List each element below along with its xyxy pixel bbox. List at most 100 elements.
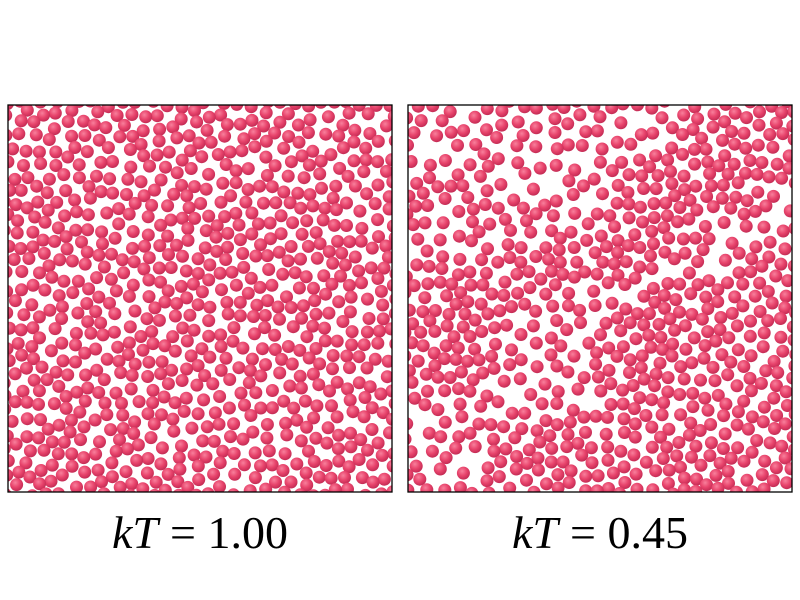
particle <box>628 228 642 242</box>
particle <box>96 237 109 251</box>
particle <box>621 239 635 253</box>
particle <box>79 368 93 382</box>
particle <box>718 115 732 129</box>
particle <box>674 460 687 474</box>
particle <box>300 330 314 344</box>
particle <box>227 488 240 492</box>
particle <box>484 418 498 432</box>
caption-left: kT = 1.00 <box>112 507 288 558</box>
particle <box>439 451 453 465</box>
particle <box>744 105 756 109</box>
particle <box>550 314 564 327</box>
particle <box>213 480 226 492</box>
particle <box>227 321 241 335</box>
particle <box>688 105 702 114</box>
particle <box>236 341 250 355</box>
particle <box>145 325 159 339</box>
particle <box>97 373 111 387</box>
particle <box>697 351 711 365</box>
particle <box>573 108 587 122</box>
particle <box>510 139 524 153</box>
particle <box>469 138 483 151</box>
particle <box>218 210 232 224</box>
particle <box>157 390 171 404</box>
particle <box>487 444 501 458</box>
particle <box>465 486 479 492</box>
particle <box>649 149 663 163</box>
particle <box>345 325 359 339</box>
particle <box>557 105 571 114</box>
particle <box>691 255 705 269</box>
particle <box>408 111 414 125</box>
particle <box>334 269 348 283</box>
particle <box>199 182 213 196</box>
particle <box>8 488 12 492</box>
particle <box>579 484 593 492</box>
particle <box>371 213 385 227</box>
particle <box>281 107 295 121</box>
particle <box>20 430 34 444</box>
particle <box>721 276 734 290</box>
particle <box>782 161 792 175</box>
particle <box>739 166 752 180</box>
particle <box>150 109 164 123</box>
particle <box>776 127 790 141</box>
particle <box>326 349 340 362</box>
particle <box>150 148 164 162</box>
particle <box>526 182 540 196</box>
particle <box>60 242 74 256</box>
particle <box>216 176 230 190</box>
particle <box>688 157 702 171</box>
particle <box>730 418 744 432</box>
particle <box>702 274 716 288</box>
particle <box>761 285 775 298</box>
particle <box>175 439 188 453</box>
particle <box>26 278 40 292</box>
particle <box>104 423 118 437</box>
particle <box>154 367 168 381</box>
particle <box>408 336 419 350</box>
particle <box>489 337 502 351</box>
particle <box>191 359 205 373</box>
particle <box>64 413 78 427</box>
particle <box>694 373 707 387</box>
particle <box>281 169 295 183</box>
particle <box>177 404 191 418</box>
particle <box>513 372 527 386</box>
particle <box>610 196 624 210</box>
particle <box>530 360 544 374</box>
particle <box>693 424 707 437</box>
particle <box>611 178 625 192</box>
particle <box>51 105 63 109</box>
particle <box>561 365 575 379</box>
particle <box>277 141 291 155</box>
particle <box>613 487 626 492</box>
particle <box>223 145 237 159</box>
particle <box>8 239 16 253</box>
particle <box>248 327 261 341</box>
particle <box>14 183 28 197</box>
particle <box>538 377 552 391</box>
particle <box>782 149 792 163</box>
particle <box>8 342 14 356</box>
particle <box>259 106 273 120</box>
particle <box>579 469 593 483</box>
particle <box>556 267 570 281</box>
particle <box>383 105 392 113</box>
particle <box>188 180 201 194</box>
particle <box>35 360 49 374</box>
particle <box>233 117 247 131</box>
particle <box>9 437 23 451</box>
particle <box>749 240 763 254</box>
particle <box>724 201 738 215</box>
particle <box>387 110 392 123</box>
particle <box>312 378 326 392</box>
particle <box>92 290 106 304</box>
particle <box>65 129 79 143</box>
particle <box>775 439 789 453</box>
particle <box>533 161 547 175</box>
particle <box>26 240 40 254</box>
particle <box>139 110 153 124</box>
particle <box>724 451 738 465</box>
particle <box>564 225 578 239</box>
